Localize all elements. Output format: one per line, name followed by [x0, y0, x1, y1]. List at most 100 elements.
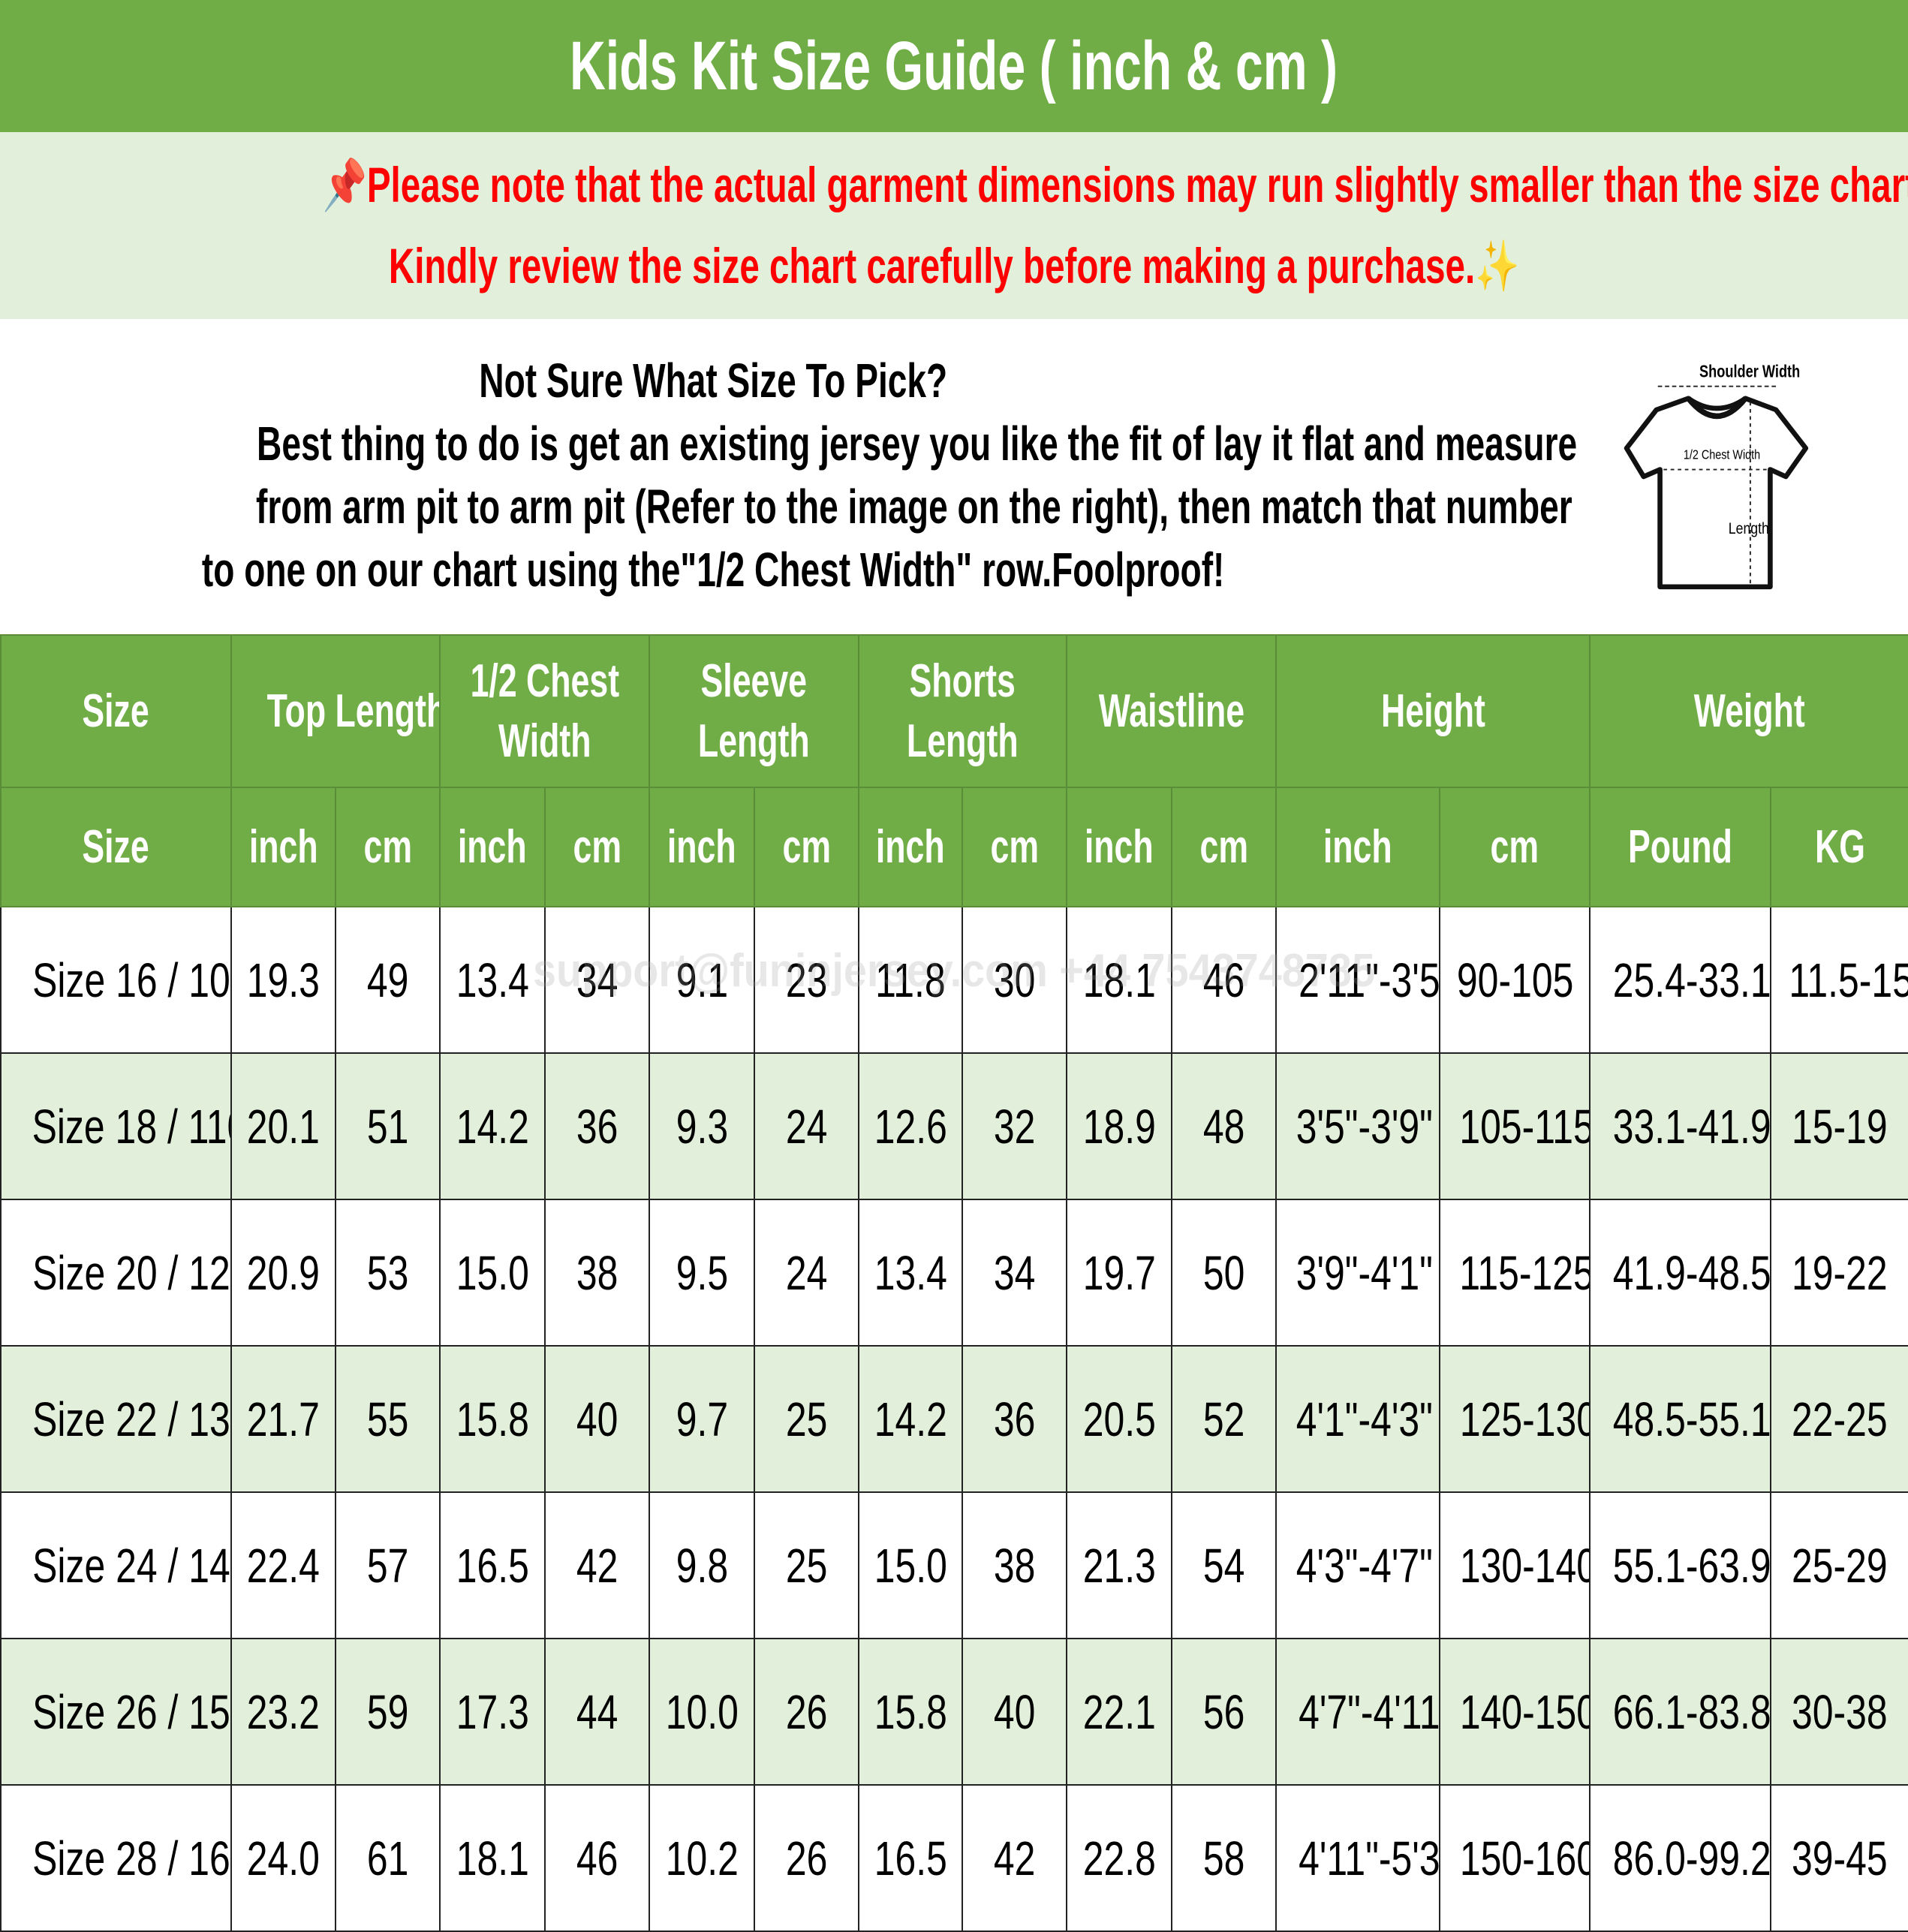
- unit-header: KG: [1770, 787, 1908, 907]
- value-cell: 19.7: [1066, 1199, 1173, 1347]
- cell-text: 3'5"-3'9": [1296, 1099, 1433, 1154]
- cell-text: 41.9-48.5: [1612, 1245, 1771, 1300]
- title-text: Kids Kit Size Guide ( inch & cm ): [570, 27, 1338, 104]
- value-cell: 13.4: [439, 906, 546, 1054]
- value-cell: 26: [754, 1638, 860, 1786]
- value-cell: 125-130: [1439, 1345, 1591, 1493]
- size-cell: Size 18 / 110: [0, 1052, 232, 1200]
- unit-label: inch: [1323, 821, 1392, 873]
- cell-text: 30: [993, 952, 1036, 1007]
- value-cell: 34: [544, 906, 651, 1054]
- value-cell: 12.6: [858, 1052, 964, 1200]
- header-size: Size: [0, 634, 232, 788]
- value-cell: 25-29: [1770, 1491, 1908, 1639]
- table-row: Size 18 / 110 20.1 51 14.2 36 9.3 24 12.6 32 18.9…: [0, 1052, 1908, 1200]
- header-label: Length: [907, 715, 1019, 767]
- cell-text: 52: [1202, 1392, 1245, 1446]
- cell-text: 23.2: [246, 1684, 321, 1739]
- cell-text: 40: [993, 1684, 1036, 1739]
- value-cell: 9.7: [649, 1345, 756, 1493]
- cell-text: 38: [576, 1245, 618, 1300]
- unit-header: inch: [230, 787, 336, 907]
- cell-text: 19.3: [246, 952, 321, 1007]
- cell-text: 24: [785, 1245, 828, 1300]
- cell-text: Size 16 / 100: [32, 952, 231, 1007]
- value-cell: 51: [334, 1052, 441, 1200]
- cell-text: 54: [1202, 1538, 1245, 1593]
- unit-label: inch: [458, 821, 527, 873]
- header-waistline: Waistline: [1066, 634, 1278, 788]
- header-label: Size: [82, 685, 150, 737]
- value-cell: 15.0: [858, 1491, 964, 1639]
- size-cell: Size 16 / 100: [0, 906, 232, 1054]
- value-cell: 55: [334, 1345, 441, 1493]
- cell-text: 19-22: [1792, 1245, 1888, 1300]
- cell-text: 22.1: [1082, 1684, 1156, 1739]
- length-label: Length: [1729, 519, 1769, 537]
- unit-label: Size: [82, 821, 150, 873]
- help-line: Best thing to do is get an existing jers…: [257, 417, 1578, 471]
- cell-text: Size 26 / 150: [32, 1684, 231, 1739]
- cell-text: 20.5: [1082, 1392, 1156, 1446]
- sparkles-icon: ✨: [1475, 238, 1520, 293]
- shoulder-width-label: Shoulder Width: [1699, 362, 1800, 381]
- cell-text: 32: [993, 1099, 1036, 1154]
- header-label: Height: [1380, 685, 1485, 737]
- value-cell: 54: [1171, 1491, 1278, 1639]
- value-cell: 20.9: [230, 1199, 336, 1347]
- notice-line-2-text: Kindly review the size chart carefully b…: [388, 238, 1476, 293]
- cell-text: 57: [366, 1538, 409, 1593]
- table-row: Size 24 / 140 22.4 57 16.5 42 9.8 25 15.0 38 21.3…: [0, 1491, 1908, 1639]
- unit-label: cm: [990, 821, 1039, 873]
- unit-header: cm: [962, 787, 1068, 907]
- unit-label: inch: [1085, 821, 1154, 873]
- cell-text: 18.1: [1082, 952, 1156, 1007]
- cell-text: 46: [1202, 952, 1245, 1007]
- cell-text: 18.9: [1082, 1099, 1156, 1154]
- table-row: Size 16 / 100 19.3 49 13.4 34 9.1 23 11.8 30 18.1…: [0, 906, 1908, 1054]
- value-cell: 18.1: [1066, 906, 1173, 1054]
- cell-text: 39-45: [1792, 1831, 1888, 1885]
- cell-text: 36: [993, 1392, 1036, 1446]
- header-label: Top Length: [266, 685, 441, 737]
- cell-text: 34: [993, 1245, 1036, 1300]
- unit-header: cm: [544, 787, 651, 907]
- cell-text: 115-125: [1459, 1245, 1591, 1300]
- value-cell: 115-125: [1439, 1199, 1591, 1347]
- notice-banner: 📌Please note that the actual garment dim…: [0, 132, 1908, 320]
- unit-header: inch: [1275, 787, 1441, 907]
- value-cell: 19.3: [230, 906, 336, 1054]
- cell-text: 36: [576, 1099, 618, 1154]
- cell-text: 44: [576, 1684, 618, 1739]
- value-cell: 9.1: [649, 906, 756, 1054]
- notice-line-1-text: Please note that the actual garment dime…: [366, 157, 1908, 212]
- cell-text: 90-105: [1456, 952, 1574, 1007]
- value-cell: 20.1: [230, 1052, 336, 1200]
- size-cell: Size 28 / 160: [0, 1784, 232, 1932]
- value-cell: 140-150: [1439, 1638, 1591, 1786]
- cell-text: Size 20 / 120: [32, 1245, 231, 1300]
- help-line: from arm pit to arm pit (Refer to the im…: [255, 480, 1572, 534]
- value-cell: 50: [1171, 1199, 1278, 1347]
- cell-text: 9.3: [676, 1099, 728, 1154]
- cell-text: 55: [366, 1392, 409, 1446]
- value-cell: 3'9"-4'1": [1275, 1199, 1441, 1347]
- value-cell: 9.3: [649, 1052, 756, 1200]
- value-cell: 10.2: [649, 1784, 756, 1932]
- value-cell: 20.5: [1066, 1345, 1173, 1493]
- unit-header: Size: [0, 787, 232, 907]
- cell-text: 125-130: [1459, 1392, 1591, 1446]
- value-cell: 25: [754, 1491, 860, 1639]
- cell-text: 22-25: [1792, 1392, 1888, 1446]
- cell-text: 25: [785, 1538, 828, 1593]
- unit-label: cm: [573, 821, 621, 873]
- cell-text: 150-160: [1459, 1831, 1591, 1885]
- cell-text: 4'11"-5'3": [1299, 1831, 1440, 1885]
- size-help-section: Not Sure What Size To Pick? Best thing t…: [0, 319, 1908, 634]
- value-cell: 23: [754, 906, 860, 1054]
- cell-text: 26: [785, 1684, 828, 1739]
- value-cell: 22.4: [230, 1491, 336, 1639]
- unit-header: inch: [439, 787, 546, 907]
- value-cell: 22.8: [1066, 1784, 1173, 1932]
- value-cell: 30-38: [1770, 1638, 1908, 1786]
